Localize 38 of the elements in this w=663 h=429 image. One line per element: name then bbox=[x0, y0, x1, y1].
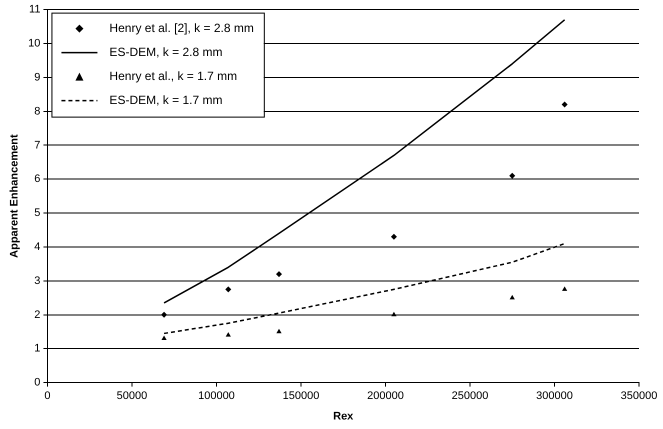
y-tick-label: 5 bbox=[34, 207, 40, 220]
y-tick-label: 1 bbox=[34, 342, 40, 355]
x-tick-label: 300000 bbox=[536, 390, 573, 402]
y-tick-label: 2 bbox=[34, 308, 40, 321]
y-tick-label: 8 bbox=[34, 105, 40, 118]
point bbox=[276, 271, 282, 278]
x-tick-label: 200000 bbox=[367, 390, 404, 402]
point bbox=[161, 336, 167, 340]
y-tick-label: 11 bbox=[29, 4, 40, 16]
legend-label: ES-DEM, k = 1.7 mm bbox=[109, 92, 222, 107]
legend-label: ES-DEM, k = 2.8 mm bbox=[109, 44, 222, 59]
y-tick-label: 6 bbox=[34, 173, 40, 186]
legend-label: Henry et al., k = 1.7 mm bbox=[109, 68, 238, 83]
point bbox=[510, 294, 515, 300]
legend-label: Henry et al. [2], k = 2.8 mm bbox=[109, 20, 254, 35]
x-tick-label: 150000 bbox=[282, 390, 320, 402]
point bbox=[509, 172, 516, 179]
point bbox=[390, 234, 397, 240]
y-axis-title: Apparent Enhancement bbox=[8, 134, 21, 258]
point bbox=[161, 312, 168, 318]
y-tick-label: 0 bbox=[34, 376, 40, 389]
x-tick-label: 250000 bbox=[452, 390, 488, 402]
point bbox=[562, 102, 568, 108]
point bbox=[226, 332, 231, 337]
x-tick-label: 0 bbox=[44, 390, 50, 402]
x-tick-label: 100000 bbox=[198, 390, 235, 402]
point bbox=[225, 286, 232, 292]
y-tick-label: 3 bbox=[34, 274, 40, 287]
y-tick-label: 10 bbox=[28, 38, 40, 50]
y-tick-label: 9 bbox=[34, 71, 40, 84]
x-tick-label: 350000 bbox=[620, 390, 658, 402]
y-tick-label: 4 bbox=[34, 240, 40, 253]
point bbox=[391, 312, 397, 316]
x-axis-title: Rex bbox=[333, 410, 354, 422]
point bbox=[562, 286, 568, 291]
point bbox=[276, 328, 282, 334]
x-tick-label: 50000 bbox=[116, 390, 148, 402]
y-tick-label: 7 bbox=[34, 139, 40, 152]
